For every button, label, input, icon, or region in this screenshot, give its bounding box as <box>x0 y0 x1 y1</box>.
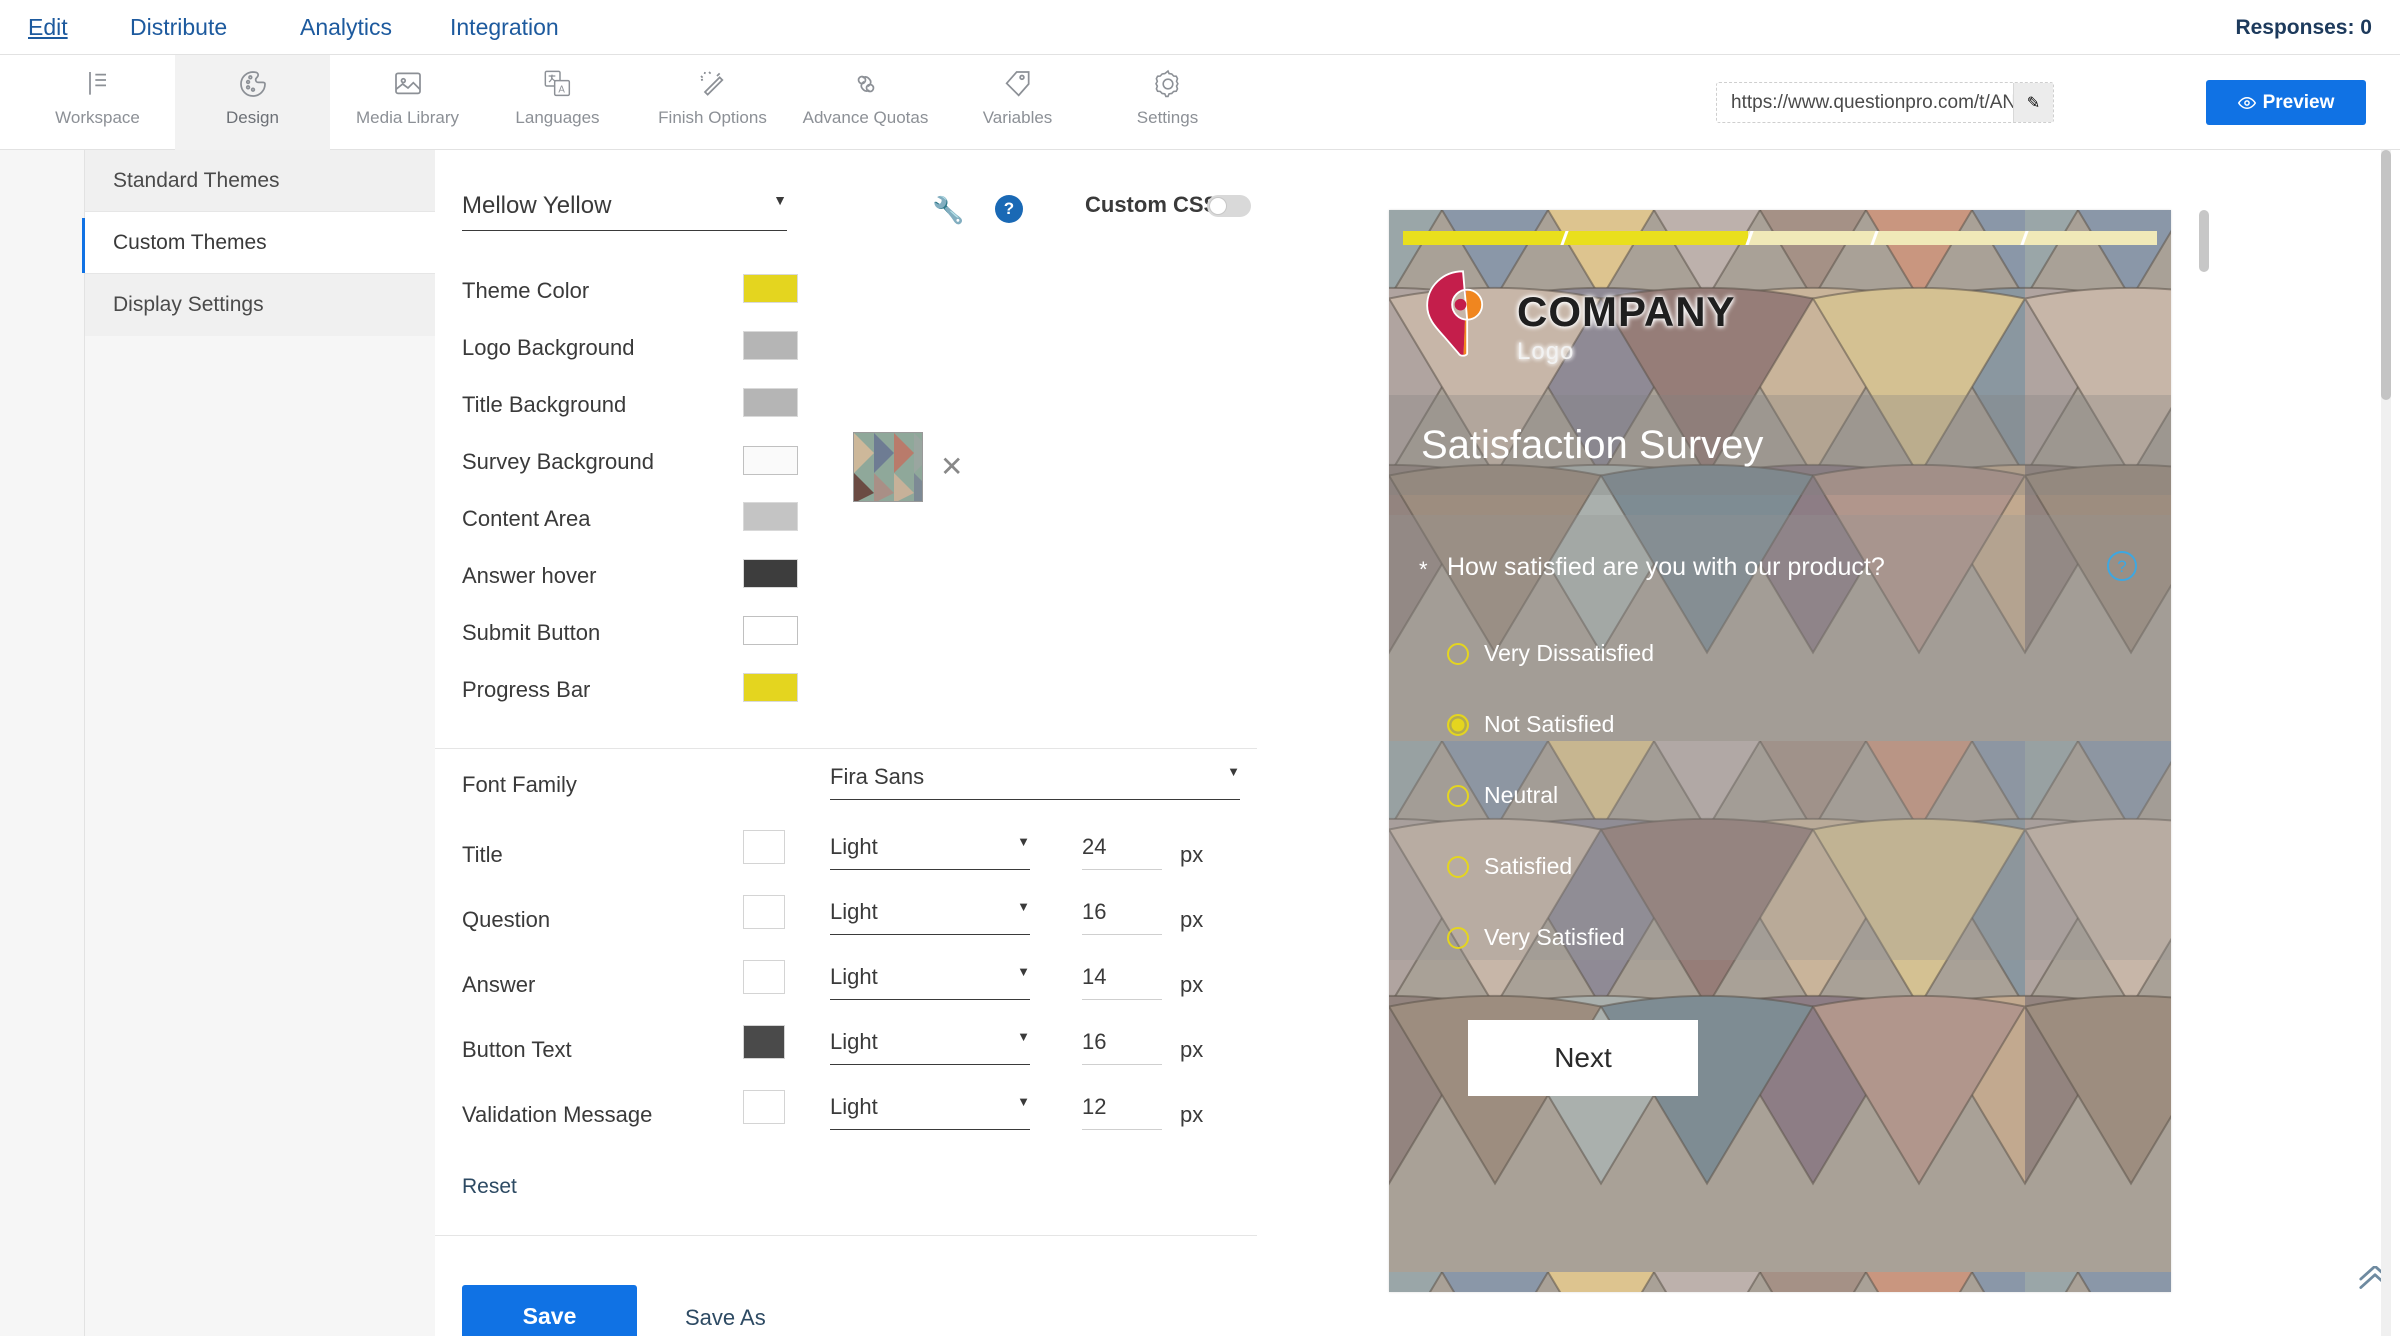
svg-text:A: A <box>558 84 565 95</box>
